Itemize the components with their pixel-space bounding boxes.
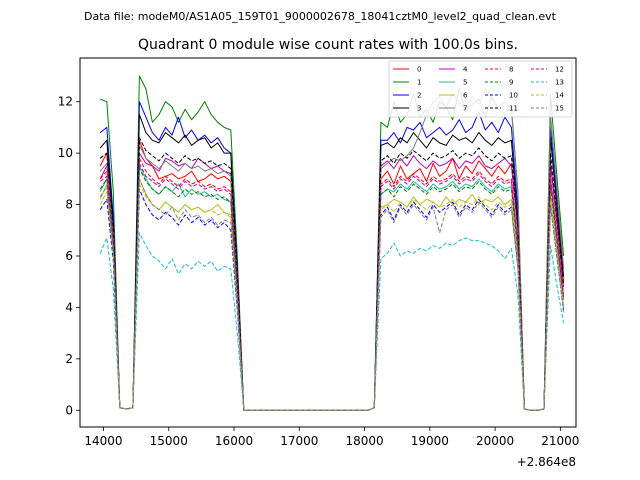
figure-suptitle: Data file: modeM0/AS1A05_159T01_90000026… — [84, 10, 557, 23]
y-tick-label: 12 — [58, 95, 73, 109]
x-tick-label: 16000 — [215, 434, 253, 448]
legend-label-7: 7 — [463, 105, 467, 113]
series-line-5 — [99, 165, 565, 411]
x-tick-label: 21000 — [541, 434, 579, 448]
legend-label-13: 13 — [555, 79, 564, 87]
legend-label-9: 9 — [509, 79, 513, 87]
y-tick-label: 0 — [65, 403, 73, 417]
y-tick-label: 8 — [65, 198, 73, 212]
series-line-8 — [99, 157, 565, 411]
legend-label-11: 11 — [509, 105, 518, 113]
x-offset-label: +2.864e8 — [517, 455, 576, 469]
legend-label-14: 14 — [555, 92, 564, 100]
series-line-10 — [99, 188, 565, 411]
legend-label-12: 12 — [555, 66, 564, 74]
chart-title: Quadrant 0 module wise count rates with … — [138, 37, 518, 53]
series-line-13 — [99, 232, 565, 411]
legend-label-6: 6 — [463, 92, 468, 100]
legend-label-10: 10 — [509, 92, 518, 100]
legend-label-3: 3 — [417, 105, 421, 113]
legend-label-2: 2 — [417, 92, 421, 100]
x-tick-label: 19000 — [411, 434, 449, 448]
x-tick-label: 20000 — [476, 434, 514, 448]
series-layer — [99, 75, 565, 411]
x-axis: 14000 15000 16000 17000 18000 19000 20000 21000 — [84, 427, 579, 448]
legend-label-5: 5 — [463, 79, 467, 87]
plot-frame — [79, 57, 577, 428]
series-line-14 — [99, 183, 565, 411]
legend-label-1: 1 — [417, 79, 421, 87]
x-tick-label: 17000 — [280, 434, 318, 448]
legend-label-8: 8 — [509, 66, 513, 74]
y-tick-label: 4 — [65, 300, 73, 314]
y-axis: 0 2 4 6 8 10 12 — [58, 95, 80, 417]
y-tick-label: 10 — [58, 146, 73, 160]
y-tick-label: 6 — [65, 249, 73, 263]
series-line-11 — [99, 137, 565, 411]
legend-label-4: 4 — [463, 66, 468, 74]
x-tick-label: 14000 — [84, 434, 122, 448]
y-tick-label: 2 — [65, 352, 73, 366]
x-tick-label: 15000 — [150, 434, 188, 448]
series-line-15 — [99, 178, 565, 411]
legend-box — [388, 60, 573, 118]
series-line-2 — [99, 101, 565, 411]
legend-label-15: 15 — [555, 105, 564, 113]
series-line-7 — [99, 88, 565, 411]
legend-label-0: 0 — [417, 66, 421, 74]
x-tick-label: 18000 — [345, 434, 383, 448]
